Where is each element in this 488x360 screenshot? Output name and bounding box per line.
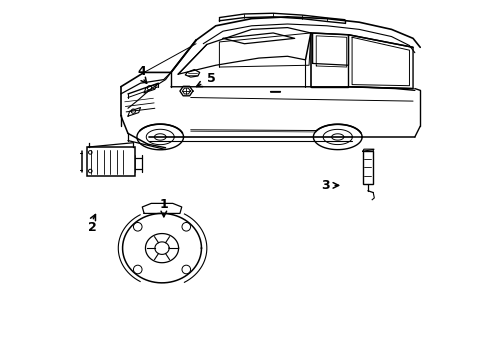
Text: 5: 5 xyxy=(206,72,215,85)
Text: 4: 4 xyxy=(138,65,146,78)
Bar xyxy=(362,151,372,184)
Text: 3: 3 xyxy=(321,179,329,192)
Text: 1: 1 xyxy=(159,198,168,211)
Text: 2: 2 xyxy=(87,221,96,234)
